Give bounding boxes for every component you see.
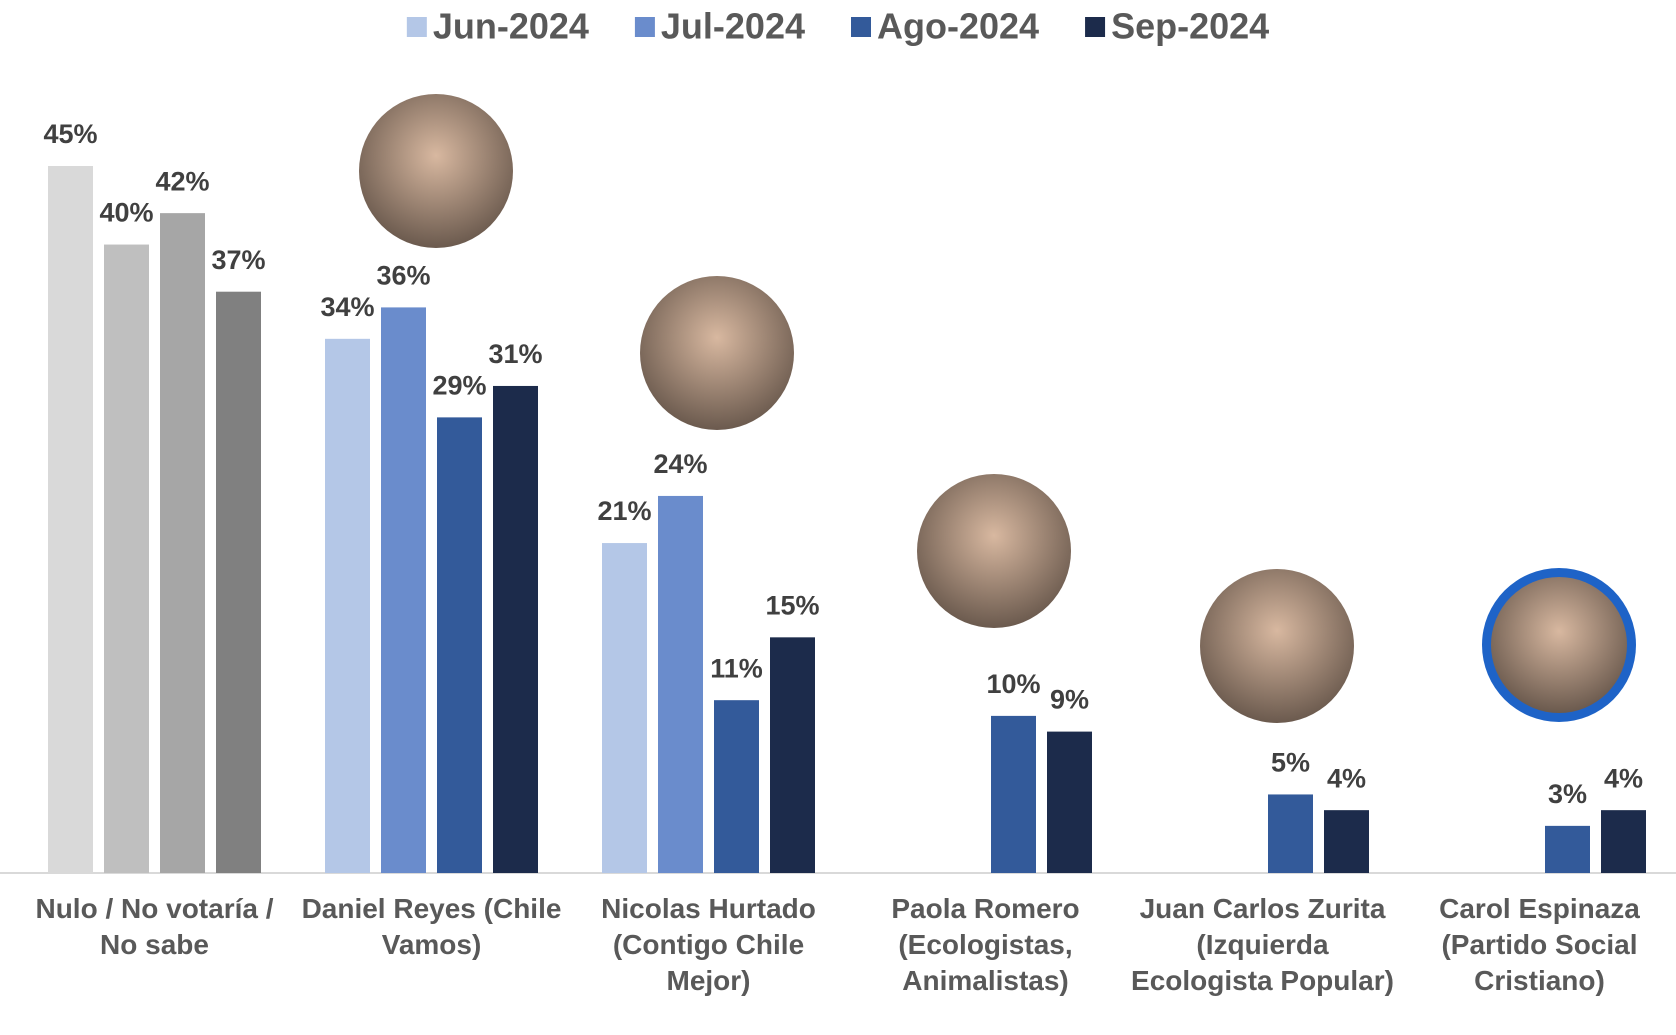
legend-label: Jun-2024 (433, 6, 589, 47)
value-label: 37% (211, 245, 265, 275)
bar (714, 700, 759, 873)
candidate-photo (1200, 569, 1354, 723)
bar (48, 166, 93, 873)
bar (160, 213, 205, 874)
x-tick-label: Juan Carlos Zurita (Izquierda Ecologista… (1131, 893, 1394, 996)
x-tick-label: Daniel Reyes (Chile Vamos) (301, 893, 562, 960)
bar (1268, 794, 1313, 873)
legend-label: Jul-2024 (661, 6, 805, 47)
bar (437, 417, 482, 873)
bar (658, 495, 703, 873)
value-label: 29% (432, 371, 486, 401)
candidate-photo (917, 474, 1071, 628)
value-label: 24% (653, 449, 707, 479)
bar (991, 715, 1036, 873)
value-label: 4% (1604, 763, 1643, 793)
value-label: 15% (765, 590, 819, 620)
candidate-photo (359, 94, 513, 248)
value-label: 31% (488, 339, 542, 369)
x-tick-label: Nulo / No votaría / No sabe (35, 893, 274, 960)
legend-swatch (851, 17, 871, 37)
value-label: 10% (986, 669, 1040, 699)
legend-swatch (1085, 17, 1106, 37)
bar (602, 543, 647, 873)
bar (325, 338, 370, 873)
legend-swatch (406, 17, 427, 37)
value-label: 45% (43, 119, 97, 149)
value-label: 9% (1050, 685, 1089, 715)
value-label: 40% (99, 198, 153, 228)
candidate-photo (640, 276, 794, 430)
bar (1324, 810, 1369, 873)
legend-label: Sep-2024 (1111, 6, 1269, 47)
x-tick-label: Carol Espinaza (Partido Social Cristiano… (1439, 893, 1640, 996)
value-label: 11% (710, 653, 763, 683)
bar (104, 244, 149, 874)
bar (493, 385, 538, 873)
value-label: 5% (1271, 748, 1310, 778)
candidate-photo (1491, 577, 1627, 713)
legend-label: Ago-2024 (877, 6, 1039, 47)
value-label: 3% (1548, 779, 1587, 809)
bar (770, 637, 815, 873)
bar (381, 307, 426, 873)
x-tick-label: Nicolas Hurtado (Contigo Chile Mejor) (601, 893, 816, 996)
value-label: 42% (155, 166, 209, 196)
value-label: 21% (597, 496, 651, 526)
legend-swatch (634, 17, 655, 37)
value-label: 36% (376, 261, 430, 291)
x-tick-label: Paola Romero (Ecologistas, Animalistas) (891, 893, 1080, 996)
bar (1601, 810, 1646, 873)
bar (1047, 731, 1092, 873)
bar (216, 291, 261, 873)
value-label: 34% (320, 292, 374, 322)
value-label: 4% (1327, 763, 1366, 793)
bar (1545, 825, 1590, 873)
